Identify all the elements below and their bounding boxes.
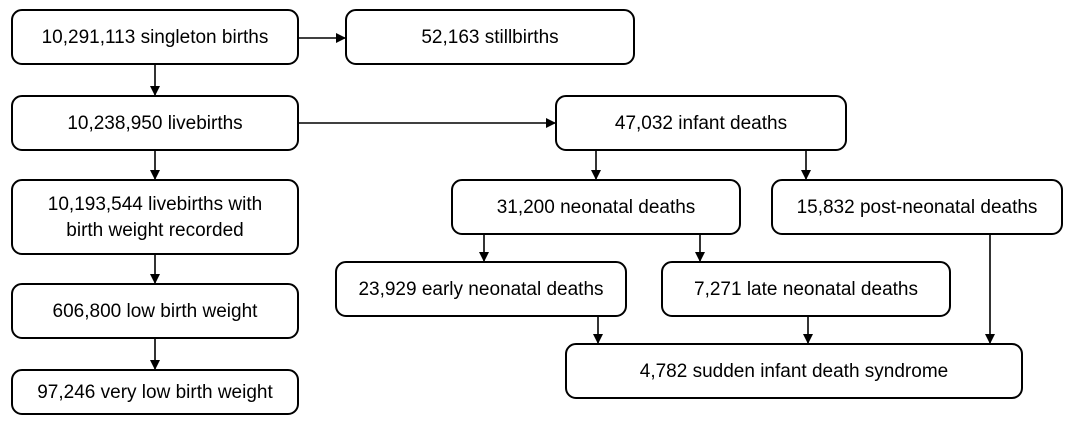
- node-box: [11, 369, 299, 415]
- node: 10,193,544 livebirths with birth weight r…: [11, 179, 299, 255]
- node-label: 4,782 sudden infant death syndrome: [640, 361, 948, 382]
- node-box: [11, 283, 299, 339]
- node: 47,032 infant deaths: [555, 95, 847, 151]
- node-box: [555, 95, 847, 151]
- node-label: 10,238,950 livebirths: [67, 113, 242, 134]
- node: 606,800 low birth weight: [11, 283, 299, 339]
- node-label: 23,929 early neonatal deaths: [358, 279, 603, 300]
- node-box: [11, 95, 299, 151]
- node-label: 15,832 post-neonatal deaths: [797, 197, 1038, 218]
- node-label: birth weight recorded: [66, 220, 243, 241]
- node: 10,291,113 singleton births: [11, 9, 299, 65]
- node-label: 10,193,544 livebirths with: [48, 194, 262, 215]
- node: 23,929 early neonatal deaths: [335, 261, 627, 317]
- node-box: [451, 179, 741, 235]
- node: 10,238,950 livebirths: [11, 95, 299, 151]
- node: 31,200 neonatal deaths: [451, 179, 741, 235]
- node: 15,832 post-neonatal deaths: [771, 179, 1063, 235]
- node-box: [771, 179, 1063, 235]
- node-label: 7,271 late neonatal deaths: [694, 279, 918, 300]
- arrows: [150, 33, 995, 370]
- node-box: [11, 9, 299, 65]
- node-label: 31,200 neonatal deaths: [497, 197, 696, 218]
- node-box: [11, 179, 299, 255]
- node-box: [345, 9, 635, 65]
- node-label: 606,800 low birth weight: [53, 301, 259, 322]
- node-label: 47,032 infant deaths: [615, 113, 787, 134]
- node: 7,271 late neonatal deaths: [661, 261, 951, 317]
- node-label: 52,163 stillbirths: [421, 27, 558, 48]
- node: 97,246 very low birth weight: [11, 369, 299, 415]
- node-box: [565, 343, 1023, 399]
- node: 4,782 sudden infant death syndrome: [565, 343, 1023, 399]
- node-box: [335, 261, 627, 317]
- node-box: [661, 261, 951, 317]
- node-label: 97,246 very low birth weight: [37, 382, 273, 403]
- node-label: 10,291,113 singleton births: [42, 27, 269, 48]
- node: 52,163 stillbirths: [345, 9, 635, 65]
